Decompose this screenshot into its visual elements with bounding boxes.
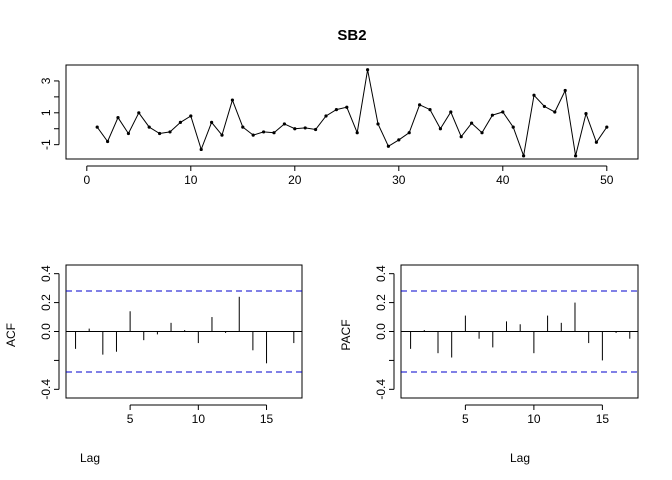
data-point <box>574 154 578 158</box>
data-point <box>532 93 536 97</box>
y-tick-label: 0.4 <box>39 265 53 282</box>
data-point <box>563 88 567 93</box>
y-tick-label: 0.4 <box>374 265 388 282</box>
y-tick-label: -0.4 <box>374 379 388 400</box>
time-series-panel: SB2 0 10 20 30 40 50 -1 1 3 <box>39 27 639 187</box>
data-point <box>459 135 463 139</box>
data-point <box>490 113 494 117</box>
x-tick-label: 15 <box>260 412 274 426</box>
y-tick-label: 0.2 <box>39 294 53 311</box>
x-tick-label: 50 <box>600 173 614 187</box>
data-point <box>178 120 182 124</box>
x-tick-label: 5 <box>127 412 134 426</box>
data-point <box>241 125 245 129</box>
data-point <box>470 121 474 125</box>
x-tick-label: 10 <box>192 412 206 426</box>
x-axis-label: Lag <box>510 451 530 465</box>
x-tick-label: 5 <box>462 412 469 426</box>
x-axis-label: Lag <box>80 451 100 465</box>
data-point <box>272 131 276 135</box>
data-point <box>147 125 151 129</box>
data-point <box>199 147 203 152</box>
y-axis-label: PACF <box>339 319 353 350</box>
data-point <box>106 139 110 144</box>
data-point <box>158 131 162 136</box>
y-axis-label: ACF <box>4 323 18 347</box>
pacf-panel: Lag PACF 5 10 15 -0.4 0.0 0.2 0.4 <box>339 264 639 465</box>
data-point <box>407 131 411 135</box>
data-point <box>116 115 120 120</box>
data-point <box>355 131 359 135</box>
data-point <box>366 68 370 72</box>
data-point <box>189 114 193 118</box>
data-point <box>522 154 526 158</box>
data-point <box>511 125 515 129</box>
y-tick-label: 0.0 <box>374 323 388 340</box>
data-point <box>594 140 599 144</box>
data-point <box>251 133 255 137</box>
x-tick-label: 15 <box>596 412 610 426</box>
x-tick-label: 30 <box>392 173 406 187</box>
acf-panel: Lag ACF 5 10 15 -0.4 0.0 0.2 0.4 <box>4 264 303 465</box>
data-point <box>230 98 234 102</box>
data-point <box>334 108 338 112</box>
data-point <box>542 104 547 109</box>
data-point <box>449 110 453 114</box>
data-point <box>418 103 422 107</box>
data-point <box>220 133 224 137</box>
data-point <box>480 131 484 135</box>
data-point <box>168 130 172 134</box>
data-point <box>438 127 442 131</box>
data-point <box>262 130 266 134</box>
chart-title: SB2 <box>337 27 366 44</box>
x-tick-label: 40 <box>496 173 510 187</box>
data-point <box>126 131 130 136</box>
plot-frame <box>65 64 639 160</box>
y-tick-label: 3 <box>39 77 53 84</box>
y-tick-label: 0.2 <box>374 294 388 311</box>
data-point <box>397 138 401 142</box>
data-point <box>282 122 286 126</box>
data-point <box>303 126 307 130</box>
data-point <box>95 125 99 129</box>
data-point <box>584 111 588 116</box>
data-point <box>345 105 349 109</box>
x-tick-label: 10 <box>527 412 541 426</box>
data-point <box>293 127 297 131</box>
data-point <box>605 125 609 129</box>
data-point <box>324 114 328 118</box>
data-point <box>376 122 380 126</box>
y-tick-label: 0.0 <box>39 323 53 340</box>
data-point <box>553 110 557 114</box>
x-tick-label: 10 <box>184 173 198 187</box>
data-point <box>386 144 390 148</box>
data-point <box>428 108 432 112</box>
y-tick-label: -1 <box>39 139 53 150</box>
data-point <box>137 111 141 115</box>
y-tick-label: 1 <box>39 109 53 116</box>
x-tick-label: 20 <box>288 173 302 187</box>
y-tick-label: -0.4 <box>39 379 53 400</box>
data-point <box>314 127 318 132</box>
series-line <box>96 69 608 158</box>
data-point <box>210 120 214 124</box>
x-tick-label: 0 <box>83 173 90 187</box>
data-point <box>501 110 505 114</box>
